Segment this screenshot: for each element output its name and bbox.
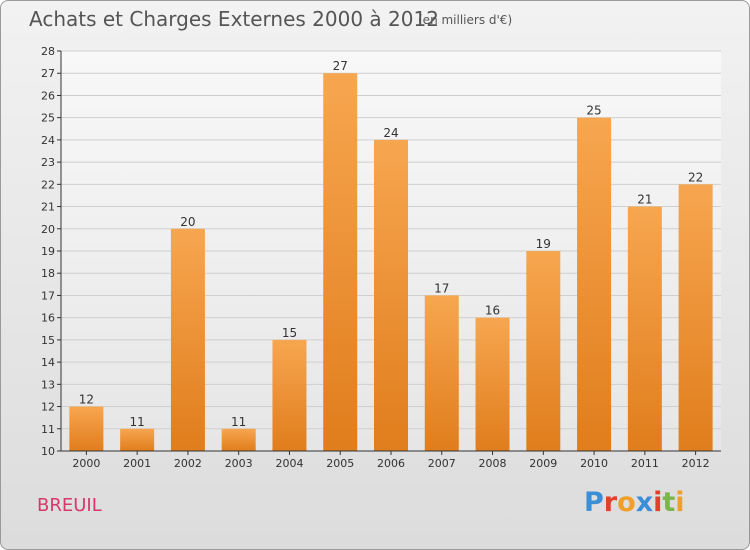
x-tick-label: 2011 xyxy=(631,457,659,470)
y-tick-label: 16 xyxy=(41,312,55,325)
x-tick-label: 2003 xyxy=(225,457,253,470)
x-tick-label: 2000 xyxy=(72,457,100,470)
x-tick-label: 2010 xyxy=(580,457,608,470)
y-tick-label: 12 xyxy=(41,401,55,414)
bar xyxy=(272,339,307,451)
logo-letter: r xyxy=(603,487,618,518)
logo-letter: i xyxy=(675,487,685,518)
y-tick-label: 28 xyxy=(41,45,55,58)
bar xyxy=(678,184,713,452)
axes: 10 11 12 13 14 15 16 17 18 19 20 21 22 23 24 25 26 27 28 20… xyxy=(41,45,721,470)
bar-value-label: 24 xyxy=(383,126,398,140)
x-tick-label: 2004 xyxy=(275,457,303,470)
x-tick-label: 2005 xyxy=(326,457,354,470)
y-tick-label: 11 xyxy=(41,423,55,436)
y-tick-label: 15 xyxy=(41,334,55,347)
logo-letter: i xyxy=(653,487,663,518)
y-tick-label: 27 xyxy=(41,67,55,80)
bar-value-label: 27 xyxy=(333,59,348,73)
bar xyxy=(120,428,155,451)
chart-subtitle: (en milliers d'€) xyxy=(418,13,513,27)
y-tick-label: 13 xyxy=(41,378,55,391)
bar xyxy=(221,428,256,451)
bar xyxy=(627,206,662,451)
proxiti-logo: Proxiti xyxy=(584,487,685,518)
x-tick-label: 2006 xyxy=(377,457,405,470)
logo-letter: x xyxy=(635,487,654,518)
bar xyxy=(323,73,358,451)
y-tick-label: 14 xyxy=(41,356,55,369)
bar xyxy=(374,139,408,451)
chart-title: Achats et Charges Externes 2000 à 2012 xyxy=(29,7,439,31)
y-tick-label: 20 xyxy=(41,223,55,236)
x-tick-label: 2008 xyxy=(479,457,507,470)
bar xyxy=(170,228,205,451)
y-tick-label: 23 xyxy=(41,156,55,169)
bar-value-label: 12 xyxy=(79,393,94,407)
bar-value-label: 20 xyxy=(180,215,195,229)
y-tick-label: 18 xyxy=(41,267,55,280)
y-tick-label: 22 xyxy=(41,178,55,191)
commune-name: BREUIL xyxy=(37,495,102,516)
bars: 12 11 20 11 15 27 24 17 16 19 25 21 22 xyxy=(69,59,713,452)
x-tick-label: 2007 xyxy=(428,457,456,470)
y-tick-label: 26 xyxy=(41,89,55,102)
bar-value-label: 21 xyxy=(637,193,652,207)
logo-letter: o xyxy=(617,487,636,518)
y-tick-label: 24 xyxy=(41,134,55,147)
bar xyxy=(526,251,561,451)
bar-value-label: 11 xyxy=(231,415,246,429)
logo-letter: P xyxy=(584,487,604,518)
bar xyxy=(577,117,612,452)
x-tick-label: 2012 xyxy=(682,457,710,470)
bar-value-label: 19 xyxy=(536,237,551,251)
bar-value-label: 16 xyxy=(485,304,500,318)
y-tick-label: 17 xyxy=(41,289,55,302)
bar-value-label: 15 xyxy=(282,326,297,340)
y-tick-label: 19 xyxy=(41,245,55,258)
bar-value-label: 17 xyxy=(434,281,449,295)
x-tick-label: 2001 xyxy=(123,457,151,470)
bar-value-label: 25 xyxy=(586,104,601,118)
bar xyxy=(424,295,459,451)
bar xyxy=(475,317,510,451)
x-tick-label: 2002 xyxy=(174,457,202,470)
y-tick-label: 21 xyxy=(41,201,55,214)
bar-value-label: 11 xyxy=(130,415,145,429)
bar xyxy=(69,406,104,451)
x-tick-label: 2009 xyxy=(529,457,557,470)
logo-letter: t xyxy=(662,487,676,518)
y-tick-label: 25 xyxy=(41,112,55,125)
y-tick-label: 10 xyxy=(41,445,55,458)
bar-value-label: 22 xyxy=(688,170,703,184)
